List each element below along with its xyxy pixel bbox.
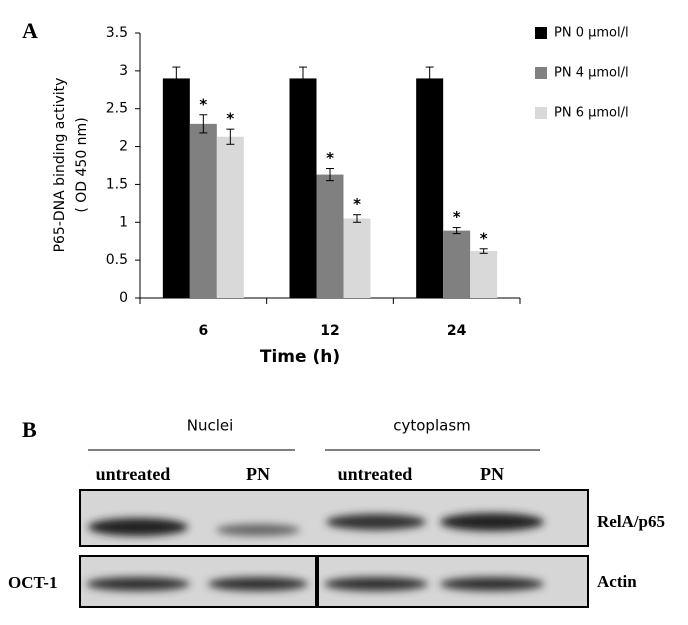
significance-mark: * xyxy=(199,95,207,113)
lane-label: untreated xyxy=(96,464,171,484)
y-tick-label: 1 xyxy=(119,214,128,230)
x-tick-label: 24 xyxy=(447,323,467,339)
bar xyxy=(416,78,444,298)
y-tick-label: 1.5 xyxy=(106,176,128,192)
error-bar xyxy=(299,66,307,91)
bar xyxy=(316,174,344,298)
y-axis-label: P65-DNA binding activity xyxy=(52,78,68,253)
significance-mark: * xyxy=(226,110,234,128)
group-label: cytoplasm xyxy=(393,417,471,435)
error-bar xyxy=(172,66,181,91)
lane-label: untreated xyxy=(338,464,413,484)
bands xyxy=(88,513,544,536)
significance-mark: * xyxy=(353,195,361,213)
error-bar xyxy=(199,114,208,134)
error-bar xyxy=(353,214,361,223)
panel-label: B xyxy=(22,417,37,442)
western-blot: Nuclei cytoplasm untreated PN untreated … xyxy=(8,417,665,608)
group-label: Nuclei xyxy=(187,417,234,435)
error-bar xyxy=(425,66,434,91)
bands xyxy=(86,577,544,591)
blot-label: RelA/p65 xyxy=(597,512,665,531)
bar xyxy=(470,251,498,298)
lane-label: PN xyxy=(246,464,270,484)
y-axis-label: ( OD 450 nm) xyxy=(74,117,90,212)
legend-swatch xyxy=(535,107,547,119)
y-tick-label: 0 xyxy=(119,290,128,306)
legend-swatch xyxy=(535,67,547,79)
y-tick-label: 3.5 xyxy=(106,25,128,41)
blot-label: Actin xyxy=(597,572,637,591)
legend-label: PN 0 μmol/l xyxy=(554,26,629,41)
bar xyxy=(162,78,190,298)
significance-mark: * xyxy=(480,229,488,247)
legend-label: PN 6 μmol/l xyxy=(554,106,629,121)
bar xyxy=(289,78,317,298)
error-bar xyxy=(452,227,461,235)
bar xyxy=(343,218,371,298)
y-tick-label: 0.5 xyxy=(106,252,128,268)
y-tick-label: 2 xyxy=(119,139,128,155)
bar xyxy=(216,136,244,298)
legend-swatch xyxy=(535,27,547,39)
x-axis-label: Time (h) xyxy=(260,347,340,367)
lane-label: PN xyxy=(480,464,504,484)
bar xyxy=(189,123,217,298)
legend-label: PN 4 μmol/l xyxy=(554,66,629,81)
error-bar xyxy=(326,168,334,182)
panel-label: A xyxy=(22,18,38,43)
bar xyxy=(443,230,471,298)
significance-mark: * xyxy=(326,149,334,167)
error-bar xyxy=(479,248,488,254)
y-tick-label: 2.5 xyxy=(106,101,128,117)
y-tick-label: 3 xyxy=(119,63,128,79)
significance-mark: * xyxy=(453,208,461,226)
x-tick-label: 12 xyxy=(320,323,339,339)
blot-label: OCT-1 xyxy=(8,573,57,592)
x-tick-label: 6 xyxy=(198,323,208,339)
error-bar xyxy=(226,128,235,145)
